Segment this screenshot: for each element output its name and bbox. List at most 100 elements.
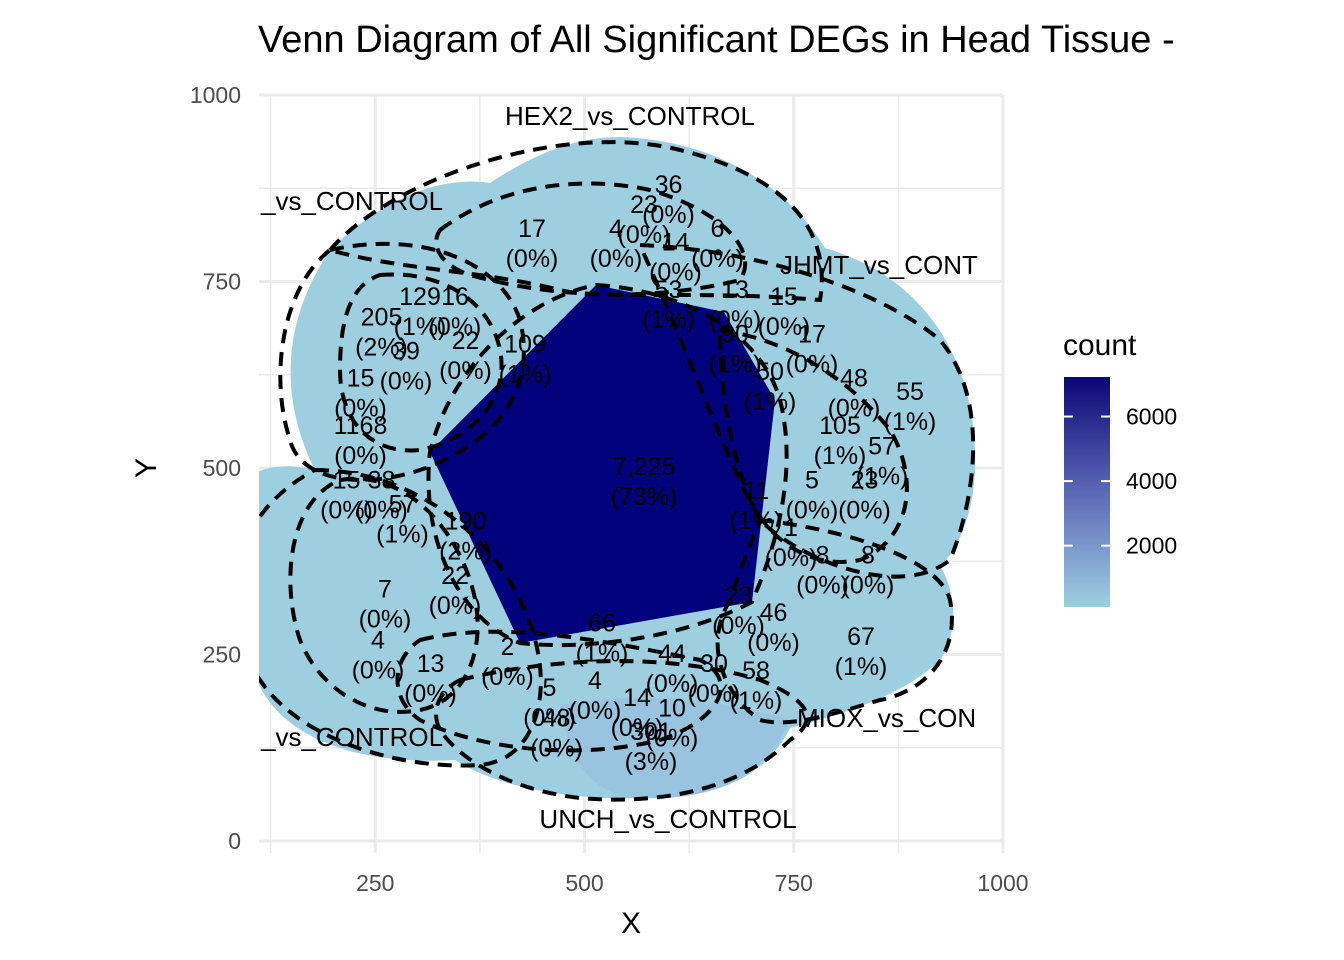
region-percent: (0%): [355, 497, 408, 525]
region-label: 15(0%): [758, 283, 811, 341]
region-count: 5: [543, 674, 557, 702]
y-tick-label: 250: [203, 642, 241, 668]
region-label: 16(0%): [429, 283, 482, 341]
region-percent: (1%): [709, 350, 762, 378]
region-count: 55: [896, 378, 924, 406]
region-label: 1168(0%): [334, 412, 388, 470]
region-label: 55(1%): [884, 378, 937, 436]
region-percent: (0%): [646, 670, 699, 698]
region-count: 53: [655, 276, 683, 304]
legend-tick-label: 4000: [1126, 468, 1177, 494]
region-percent: (0%): [439, 357, 492, 385]
region-count: 301: [630, 718, 672, 746]
region-count: 11: [743, 477, 769, 505]
venn-shapes: [259, 137, 976, 802]
region-percent: (0%): [352, 656, 405, 684]
region-label: 2(0%): [481, 633, 534, 691]
region-percent: (0%): [618, 221, 671, 249]
region-percent: (1%): [376, 520, 429, 548]
region-percent: (1%): [744, 388, 797, 416]
region-percent: (1%): [576, 639, 629, 667]
region-percent: (0%): [359, 605, 412, 633]
region-label: 5(0%): [786, 467, 839, 525]
set-outline-center-ring: [426, 282, 789, 648]
region-percent: (0%): [688, 680, 741, 708]
region-label: 14(0%): [611, 684, 664, 742]
region-label: 4(0%): [352, 626, 405, 684]
set-label-jhmt: JHMT_vs_CONT: [780, 250, 978, 280]
region-count: 57: [868, 433, 896, 461]
set-label-upper-left: _vs_CONTROL: [260, 186, 443, 216]
region-count: 7,225: [613, 453, 676, 481]
region-count: 8: [816, 541, 830, 569]
region-labels: 7,225(73%)36(0%)23(0%)17(0%)4(0%)14(0%)6…: [320, 171, 936, 776]
region-label: 5(0%): [523, 674, 576, 732]
region-percent: (0%): [765, 544, 818, 572]
region-label: 57(1%): [856, 433, 909, 491]
region-count: 67: [847, 623, 875, 651]
legend: count 2000 4000 6000: [1063, 329, 1177, 607]
region-label: 67(1%): [835, 623, 888, 681]
region-label: 50(1%): [744, 358, 797, 416]
region-percent: (0%): [481, 663, 534, 691]
set-outline-lower-inner: [395, 629, 723, 753]
set-label-hex2: HEX2_vs_CONTROL: [505, 101, 755, 131]
region-count: 23: [851, 467, 879, 495]
region-label: 7(0%): [359, 575, 412, 633]
region-label: 4(0%): [590, 215, 643, 273]
center-region: [430, 285, 775, 643]
region-count: 10: [658, 694, 686, 722]
region-count: 15: [333, 467, 361, 495]
region-label: 6(0%): [691, 215, 744, 273]
region-percent: (0%): [649, 259, 702, 287]
region-percent: (0%): [786, 350, 839, 378]
region-percent: (0%): [758, 313, 811, 341]
region-count: 66: [588, 609, 616, 637]
region-label: 57(1%): [376, 490, 429, 548]
region-count: 23: [630, 191, 658, 219]
region-percent: (0%): [590, 245, 643, 273]
region-percent: (1%): [730, 687, 783, 715]
x-tick-label: 1000: [977, 870, 1028, 896]
region-percent: (0%): [404, 680, 457, 708]
legend-title: count: [1063, 329, 1137, 362]
region-count: 17: [518, 215, 546, 243]
region-percent: (1%): [642, 306, 695, 334]
set-label-miox: MIOX_vs_CON: [797, 703, 976, 733]
region-label: 38(0%): [355, 467, 408, 525]
region-label: 22(0%): [429, 562, 482, 620]
region-label: 129(1%): [394, 283, 447, 341]
region-count: 4: [588, 667, 602, 695]
region-percent: (0%): [380, 367, 433, 395]
region-percent: (0%): [523, 704, 576, 732]
region-count: 48: [543, 705, 571, 733]
region-count: 15: [770, 283, 798, 311]
region-label: 39(0%): [380, 337, 433, 395]
region-percent: (0%): [828, 395, 881, 423]
region-count: 6: [711, 215, 725, 243]
region-label: 66(1%): [576, 609, 629, 667]
region-label: 15(0%): [320, 467, 373, 525]
region-percent: (0%): [429, 592, 482, 620]
region-count: 129: [399, 283, 441, 311]
region-label: 44(0%): [646, 640, 699, 698]
region-count: 58: [742, 657, 770, 685]
region-count: 5: [805, 467, 819, 495]
region-label: 7,225(73%): [611, 453, 678, 511]
region-count: 23: [725, 582, 753, 610]
region-percent: (0%): [786, 497, 839, 525]
region-label: 109(1%): [499, 331, 552, 389]
region-count: 8: [861, 541, 875, 569]
region-label: 58(1%): [730, 657, 783, 715]
set-outline-unch: [434, 659, 809, 802]
x-tick-label: 750: [775, 870, 813, 896]
set-outline-miox: [715, 517, 954, 725]
legend-colorbar: [1064, 377, 1110, 607]
region-percent: (1%): [499, 361, 552, 389]
region-count: 4: [371, 626, 385, 654]
region-label: 48(0%): [828, 365, 881, 423]
region-percent: (1%): [884, 408, 937, 436]
region-label: 53(1%): [642, 276, 695, 334]
region-percent: (0%): [334, 442, 387, 470]
